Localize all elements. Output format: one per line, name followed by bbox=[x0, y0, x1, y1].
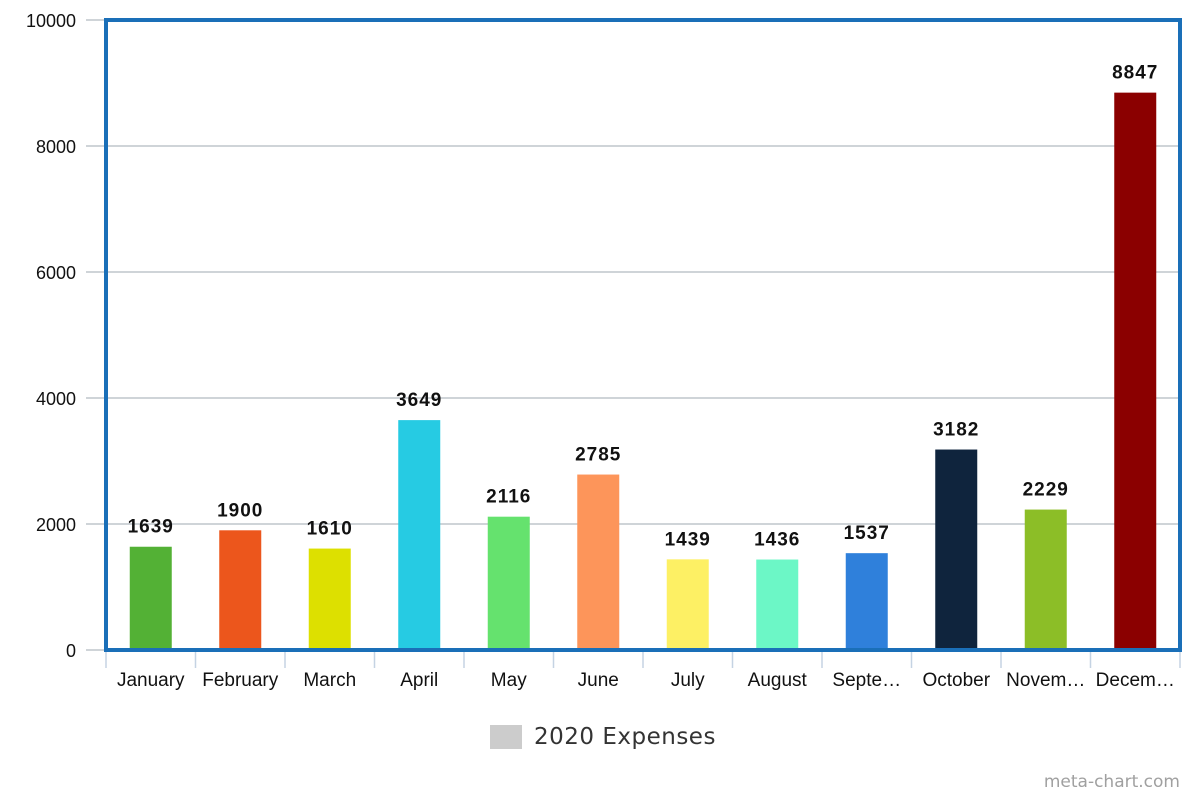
bar-value-label: 1537 bbox=[844, 523, 890, 544]
bar-value-label: 1900 bbox=[217, 500, 263, 521]
plot-frame bbox=[104, 18, 1182, 652]
legend-label: 2020 Expenses bbox=[534, 724, 716, 750]
y-tick-label: 2000 bbox=[36, 515, 76, 535]
bar bbox=[487, 516, 530, 650]
credit-text: meta-chart.com bbox=[1043, 772, 1180, 792]
x-tick-label: July bbox=[671, 670, 705, 691]
bar-value-label: 3649 bbox=[396, 390, 442, 411]
bar bbox=[308, 548, 351, 650]
bar-value-label: 1439 bbox=[665, 529, 711, 550]
x-tick-label: August bbox=[748, 670, 808, 691]
bar bbox=[1114, 92, 1157, 651]
x-axis: January February March April May June July Augu… bbox=[105, 650, 1181, 691]
x-tick-label: Decem… bbox=[1096, 670, 1175, 691]
x-tick-label: October bbox=[922, 670, 990, 691]
bar-value-label: 1610 bbox=[307, 519, 353, 540]
bar-value-label: 1436 bbox=[754, 530, 800, 551]
y-tick-label: 6000 bbox=[36, 263, 76, 283]
bar bbox=[219, 530, 262, 650]
bar-value-label: 1639 bbox=[128, 517, 174, 538]
bar-value-label: 2785 bbox=[575, 445, 621, 466]
bar-value-label: 3182 bbox=[933, 420, 979, 441]
y-tick-label: 8000 bbox=[36, 137, 76, 157]
legend: 2020 Expenses bbox=[490, 724, 716, 750]
x-tick-label: January bbox=[117, 670, 185, 691]
gridlines bbox=[106, 19, 1180, 651]
bar bbox=[935, 449, 978, 650]
y-tick-label: 0 bbox=[66, 641, 76, 661]
x-tick-label: March bbox=[303, 670, 356, 691]
bar-value-label: 8847 bbox=[1112, 63, 1158, 84]
bars bbox=[129, 92, 1157, 651]
x-tick-label: May bbox=[491, 670, 527, 691]
bar bbox=[577, 474, 620, 650]
y-axis: 0 2000 4000 6000 8000 10000 bbox=[26, 11, 106, 661]
bar-value-label: 2229 bbox=[1023, 480, 1069, 501]
x-tick-label: February bbox=[202, 670, 279, 691]
x-tick-label: April bbox=[400, 670, 438, 691]
x-tick-label: Novem… bbox=[1006, 670, 1085, 691]
legend-swatch bbox=[490, 725, 522, 749]
x-tick-label: June bbox=[578, 670, 619, 691]
bar bbox=[845, 553, 888, 650]
y-tick-label: 4000 bbox=[36, 389, 76, 409]
y-tick-label: 10000 bbox=[26, 11, 76, 31]
x-tick-label: Septe… bbox=[832, 670, 901, 691]
data-labels: 1639 1900 1610 3649 2116 2785 1439 1436 1537 3182… bbox=[128, 63, 1158, 551]
bar-value-label: 2116 bbox=[486, 487, 531, 508]
bar bbox=[666, 559, 709, 650]
bar bbox=[756, 559, 799, 650]
bar bbox=[1024, 509, 1067, 650]
bar bbox=[129, 546, 172, 650]
bar bbox=[398, 420, 441, 650]
